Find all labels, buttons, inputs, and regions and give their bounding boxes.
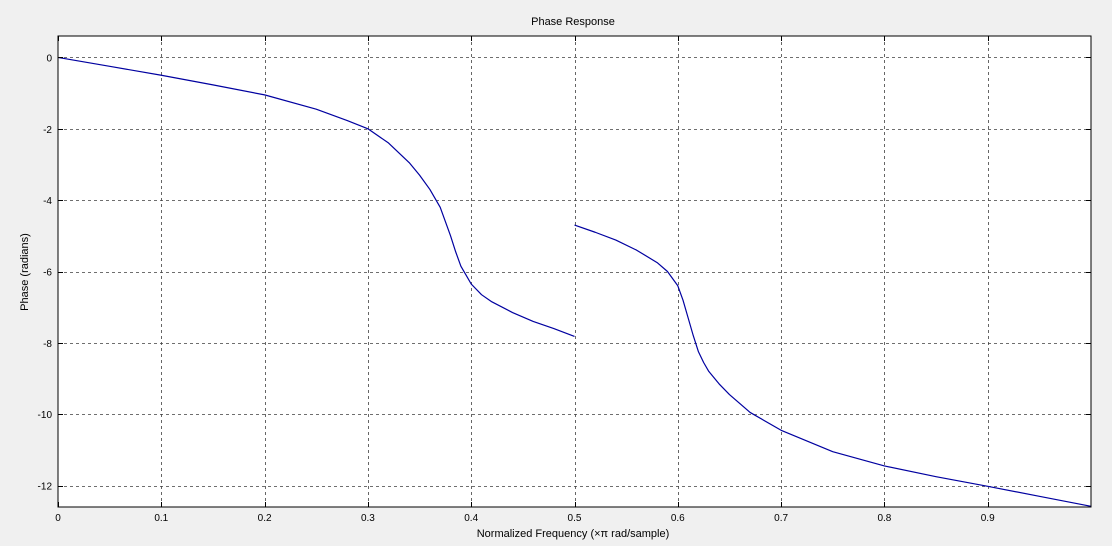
- x-tick-label: 0.6: [671, 513, 685, 524]
- y-tick-label: -6: [43, 268, 52, 279]
- x-tick-label: 0.1: [154, 513, 168, 524]
- grid: [58, 36, 1091, 507]
- y-tick-label: -4: [43, 196, 52, 207]
- plot-area[interactable]: [58, 36, 1091, 507]
- y-tick-label: -2: [43, 125, 52, 136]
- x-tick-labels: 0 0.1 0.2 0.3 0.4 0.5 0.6 0.7 0.8 0.9: [55, 513, 995, 524]
- x-tick-label: 0.7: [774, 513, 788, 524]
- y-tick-label: -8: [43, 339, 52, 350]
- x-tick-label: 0.9: [981, 513, 995, 524]
- phase-curve-segment: [57, 56, 575, 338]
- x-tick-label: 0.2: [258, 513, 272, 524]
- ticks: [58, 36, 1091, 507]
- x-axis-label: Normalized Frequency (×π rad/sample): [477, 528, 670, 540]
- chart-title: Phase Response: [531, 16, 615, 28]
- y-axis-label: Phase (radians): [19, 233, 31, 311]
- y-tick-label: 0: [46, 53, 52, 64]
- x-tick-label: 0.4: [464, 513, 478, 524]
- phase-curve: [57, 56, 1092, 507]
- x-tick-label: 0.8: [877, 513, 891, 524]
- x-tick-label: 0.5: [568, 513, 582, 524]
- y-tick-labels: 0 -2 -4 -6 -8 -10 -12: [38, 53, 53, 492]
- y-tick-label: -10: [38, 410, 53, 421]
- y-tick-label: -12: [38, 482, 53, 493]
- x-tick-label: 0.3: [361, 513, 375, 524]
- x-tick-label: 0: [55, 513, 61, 524]
- phase-curve-segment: [574, 224, 1092, 507]
- plot-frame: [57, 35, 1092, 508]
